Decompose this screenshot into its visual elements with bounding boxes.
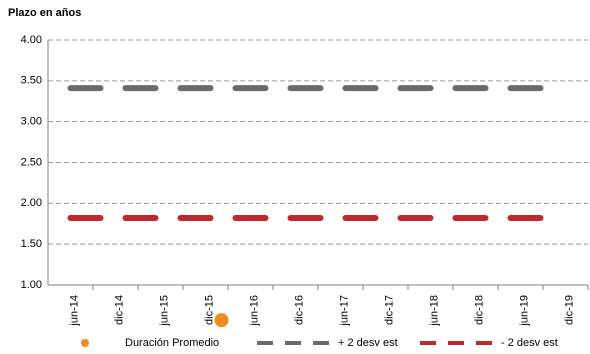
- x-tick-label: dic-16: [293, 295, 305, 325]
- x-tick-label: dic-15: [203, 295, 215, 325]
- y-axis-title: Plazo en años: [8, 7, 81, 19]
- x-tick-label: jun-16: [248, 295, 260, 327]
- legend-label: Duración Promedio: [125, 337, 219, 349]
- y-tick-label: 1.50: [21, 238, 42, 250]
- y-tick-label: 1.00: [21, 279, 42, 291]
- legend-label: - 2 desv est: [501, 337, 558, 349]
- x-tick-label: dic-19: [563, 295, 575, 325]
- x-tick-label: dic-17: [383, 295, 395, 325]
- legend-label: + 2 desv est: [338, 337, 398, 349]
- y-tick-label: 3.50: [21, 75, 42, 87]
- x-tick-label: dic-18: [473, 295, 485, 325]
- x-tick-label: jun-18: [428, 295, 440, 327]
- x-tick-label: jun-19: [518, 295, 530, 327]
- y-tick-label: 3.00: [21, 116, 42, 128]
- x-tick-label: jun-15: [158, 295, 170, 327]
- x-tick-label: jun-17: [338, 295, 350, 327]
- y-tick-label: 4.00: [21, 34, 42, 46]
- data-point: [214, 313, 229, 328]
- y-tick-label: 2.50: [21, 156, 42, 168]
- x-tick-label: dic-14: [113, 295, 125, 325]
- x-tick-label: jun-14: [68, 295, 80, 327]
- legend-marker: [81, 339, 89, 347]
- y-tick-label: 2.00: [21, 197, 42, 209]
